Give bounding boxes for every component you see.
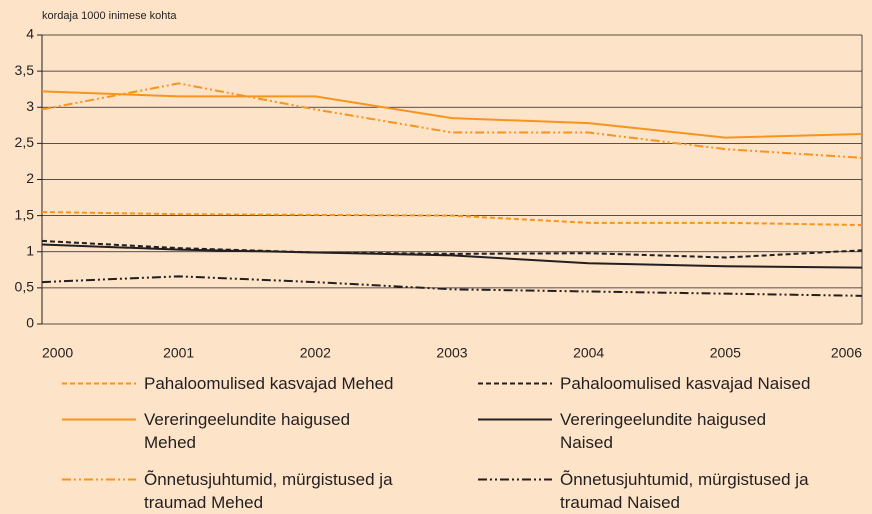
legend-item: Vereringeelundite haigused Naised (478, 408, 822, 454)
x-tick-label: 2001 (163, 345, 194, 361)
series-line (41, 243, 863, 269)
y-tick-label: 4 (26, 26, 34, 42)
legend-swatch (478, 478, 552, 481)
y-tick-label: 2,5 (15, 134, 35, 150)
y-tick-label: 1,5 (15, 206, 35, 222)
legend-swatch (478, 418, 552, 421)
legend-swatch (62, 418, 136, 421)
y-tick-label: 0 (26, 315, 34, 331)
series-line (41, 211, 863, 227)
series-line (41, 275, 863, 297)
y-tick-label: 1 (26, 242, 34, 258)
legend-item: Pahaloomulised kasvajad Naised (478, 372, 822, 395)
y-axis-label: kordaja 1000 inimese kohta (42, 10, 177, 22)
legend-item: Pahaloomulised kasvajad Mehed (62, 372, 406, 395)
legend-label: Vereringeelundite haigused Mehed (144, 410, 351, 452)
series-line (41, 239, 863, 259)
x-tick-label: 2000 (42, 345, 73, 361)
chart: kordaja 1000 inimese kohta 0 0,5 1 1,5 2 2,5 3… (15, 10, 863, 361)
legend-label: Pahaloomulised kasvajad Naised (560, 374, 811, 393)
y-tick-label: 3,5 (15, 62, 35, 78)
legend-label: Õnnetusjuhtumid, mürgistused ja traumad … (560, 470, 809, 512)
legend-item: Õnnetusjuhtumid, mürgistused ja traumad … (478, 468, 822, 514)
x-tick-label: 2005 (710, 345, 741, 361)
series-line (41, 90, 863, 139)
x-tick-label: 2003 (436, 345, 467, 361)
legend-swatch (478, 382, 552, 385)
y-tick-label: 2 (26, 170, 34, 186)
legend-label: Pahaloomulised kasvajad Mehed (144, 374, 394, 393)
legend-label: Vereringeelundite haigused Naised (560, 410, 767, 452)
y-tick-label: 3 (26, 98, 34, 114)
x-tick-label: 2006 (831, 345, 862, 361)
x-tick-label: 2002 (300, 345, 331, 361)
legend-item: Vereringeelundite haigused Mehed (62, 408, 406, 454)
y-tick-label: 0,5 (15, 279, 35, 295)
legend-swatch (62, 478, 136, 481)
legend-item: Õnnetusjuhtumid, mürgistused ja traumad … (62, 468, 406, 514)
legend-swatch (62, 382, 136, 385)
legend-label: Õnnetusjuhtumid, mürgistused ja traumad … (144, 470, 393, 512)
series-line (41, 82, 863, 159)
x-tick-label: 2004 (573, 345, 604, 361)
